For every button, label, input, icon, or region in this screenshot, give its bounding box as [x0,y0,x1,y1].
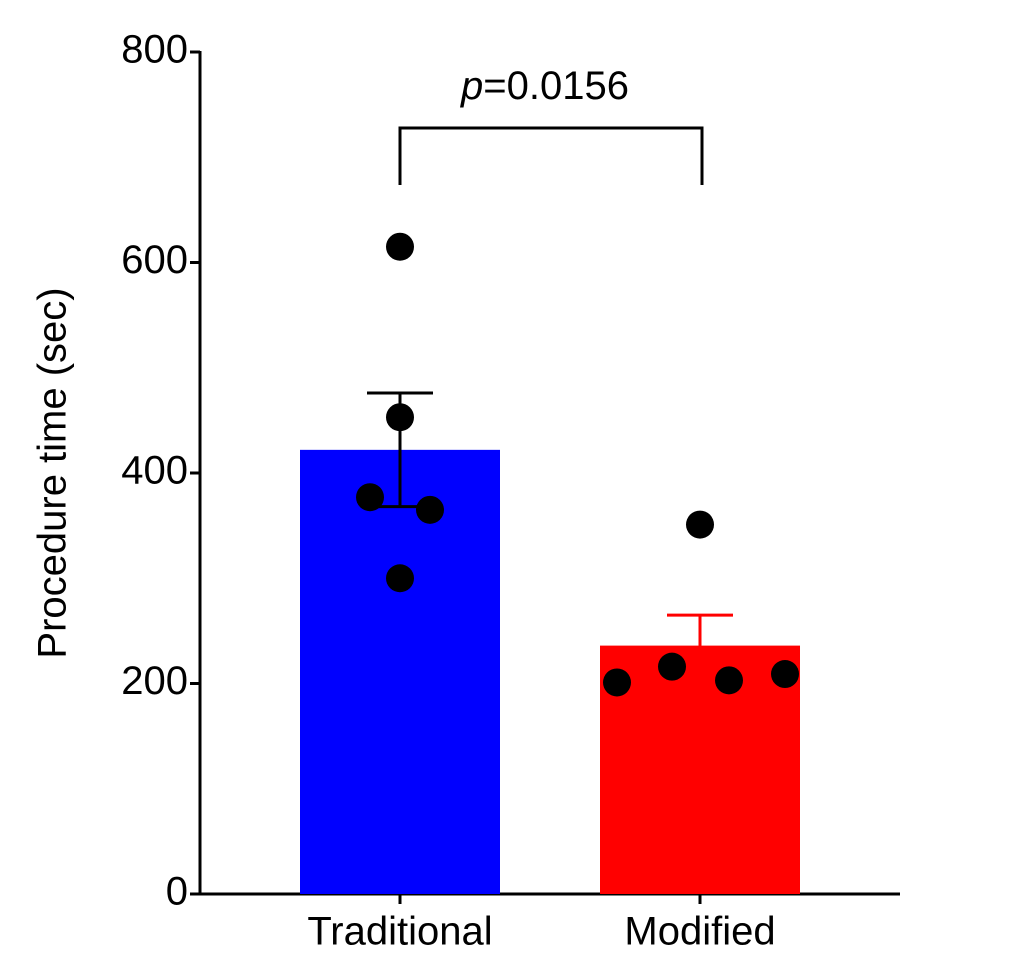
data-point [715,666,743,695]
y-tick-label: 200 [121,659,188,703]
bar [300,449,500,894]
x-tick-label: Modified [624,910,775,954]
x-tick-label: Traditional [307,910,492,954]
data-point [686,510,714,539]
data-point [416,495,444,524]
y-tick-label: 800 [121,28,188,72]
annotation: p=0.0156 [460,64,629,108]
data-point [386,403,414,432]
data-point [658,652,686,681]
bar [600,645,800,894]
data-point [603,668,631,697]
y-tick-label: 600 [121,238,188,282]
y-tick-label: 400 [121,449,188,493]
y-axis-label: Procedure time (sec) [31,287,75,658]
data-point [356,483,384,512]
y-tick-label: 0 [166,870,188,914]
data-point [771,660,799,689]
data-point [386,232,414,261]
significance-bracket [398,126,704,185]
data-point [386,564,414,593]
